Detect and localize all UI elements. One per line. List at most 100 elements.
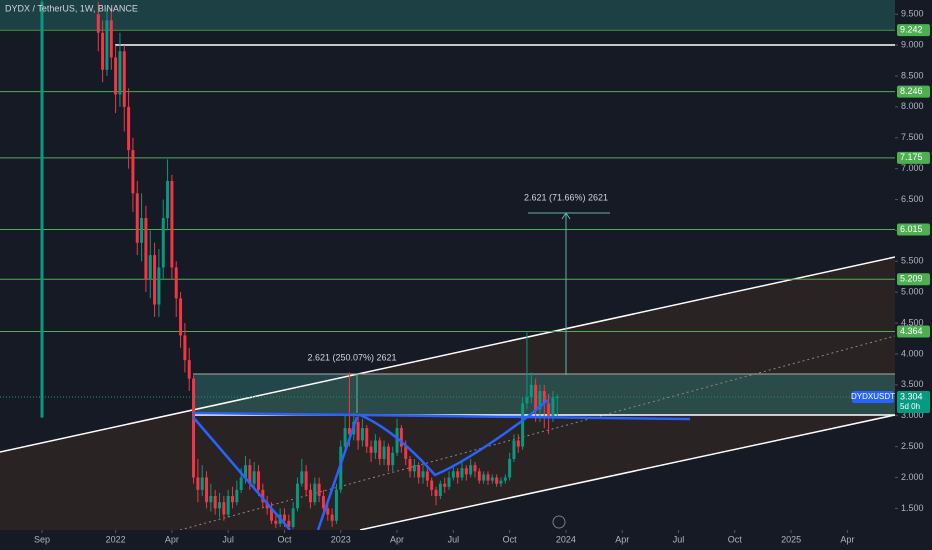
candle-body xyxy=(360,428,364,441)
measure-arrow xyxy=(561,212,571,220)
candle-body xyxy=(205,477,209,503)
candle-body xyxy=(196,477,200,490)
candle-body xyxy=(473,465,477,472)
candle-body xyxy=(300,471,304,484)
candle-body xyxy=(308,489,312,503)
candle-body xyxy=(317,483,321,497)
candle-body xyxy=(218,502,222,509)
candle-body xyxy=(209,496,213,503)
level-tag xyxy=(897,223,930,236)
candle-body xyxy=(369,446,373,453)
y-tick-label: 5.500 xyxy=(901,256,924,266)
level-label: 8.246 xyxy=(900,86,923,96)
x-tick-label: Apr xyxy=(165,534,179,544)
candle-body xyxy=(127,106,131,151)
y-tick-label: 4.000 xyxy=(901,348,924,358)
candle-body xyxy=(551,397,555,416)
top-zone xyxy=(0,0,895,29)
x-tick-label: Apr xyxy=(615,534,629,544)
candle-body xyxy=(287,520,291,527)
candle-body xyxy=(521,403,525,447)
candle-body xyxy=(200,477,204,490)
x-tick-label: Jul xyxy=(448,534,460,544)
level-tag xyxy=(897,325,930,338)
x-tick-label: Jul xyxy=(673,534,685,544)
x-tick-label: Oct xyxy=(277,534,292,544)
plot-area xyxy=(0,0,895,530)
candle-body xyxy=(183,335,187,361)
symbol-tag-bg xyxy=(852,390,894,403)
candle-body xyxy=(339,446,343,490)
level-label: 4.364 xyxy=(900,326,923,336)
candle-body xyxy=(174,267,178,299)
x-tick-label: 2023 xyxy=(331,534,351,544)
candle-body xyxy=(295,483,299,509)
candle-body xyxy=(430,480,434,490)
candle-body xyxy=(166,180,170,219)
countdown: 5d 0h xyxy=(900,402,920,411)
candle-body xyxy=(460,468,464,478)
candle-body xyxy=(547,403,551,416)
candle-body xyxy=(235,489,239,503)
channel-upper xyxy=(0,256,895,453)
candles xyxy=(40,0,559,530)
level-tag xyxy=(897,273,930,286)
candle-body xyxy=(451,471,455,478)
candle-body xyxy=(417,465,421,478)
x-tick-label: 2025 xyxy=(781,534,801,544)
candle-body xyxy=(274,520,278,524)
candle-body xyxy=(443,483,447,487)
time-axis xyxy=(0,530,932,550)
candle-body xyxy=(477,471,481,481)
candle-body xyxy=(109,20,113,58)
candle-body xyxy=(512,440,516,459)
candle-body xyxy=(244,465,248,478)
channel-lower xyxy=(359,414,895,530)
pattern-line xyxy=(316,416,359,530)
candle-body xyxy=(490,477,494,481)
candle-body xyxy=(161,218,165,268)
candle-body xyxy=(144,218,148,280)
candle-body xyxy=(482,474,486,481)
y-tick-label: 7.000 xyxy=(901,163,924,173)
candle-body xyxy=(378,440,382,459)
candle-body xyxy=(40,1,44,418)
candle-body xyxy=(399,428,403,447)
candle-body xyxy=(356,421,360,441)
candle-body xyxy=(192,378,196,478)
y-tick-label: 2.000 xyxy=(901,472,924,482)
level-tag xyxy=(897,24,930,37)
candle-body xyxy=(542,391,546,404)
y-tick-label: 3.500 xyxy=(901,379,924,389)
candle-body xyxy=(486,474,490,481)
candle-body xyxy=(373,440,377,453)
candle-body xyxy=(252,471,256,484)
candle-body xyxy=(391,452,395,466)
candle-body xyxy=(421,471,425,478)
candle-body xyxy=(508,458,512,478)
level-label: 9.242 xyxy=(900,25,923,35)
y-tick-label: 9.000 xyxy=(901,39,924,49)
candle-body xyxy=(529,384,533,398)
candle-body xyxy=(555,396,559,398)
candle-body xyxy=(131,150,135,194)
last-price: 3.304 xyxy=(900,391,923,401)
level-label: 7.175 xyxy=(900,152,923,162)
candle-body xyxy=(525,397,529,404)
candle-body xyxy=(114,57,118,95)
pattern-curve xyxy=(359,399,549,477)
candle-body xyxy=(365,428,369,447)
candle-body xyxy=(456,471,460,478)
candle-body xyxy=(222,502,226,515)
x-tick-label: 2022 xyxy=(106,534,126,544)
candle-body xyxy=(282,514,286,521)
candle-body xyxy=(321,496,325,509)
candle-body xyxy=(239,477,243,490)
candle-body xyxy=(534,384,538,410)
candle-body xyxy=(503,477,507,481)
candle-body xyxy=(395,428,399,453)
x-tick-label: Sep xyxy=(34,534,50,544)
candle-body xyxy=(313,483,317,503)
candle-body xyxy=(538,391,542,410)
